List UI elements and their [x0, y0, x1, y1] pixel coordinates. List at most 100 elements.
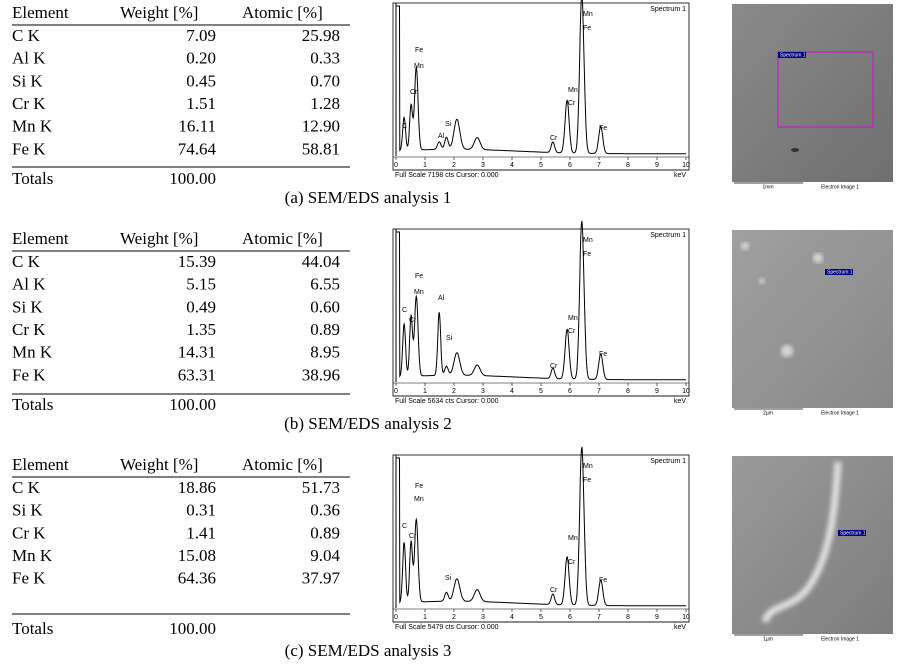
scale-label: 1mm [762, 184, 773, 190]
image-label: Spectrum 1 [840, 530, 866, 536]
table-header: Atomic [%] [242, 229, 323, 248]
x-tick-label: 10 [682, 388, 690, 395]
table-cell: 12.90 [302, 117, 340, 136]
peak-label: Fe [415, 483, 423, 490]
table-cell: 1.35 [186, 320, 216, 339]
table-header: Element [12, 455, 69, 474]
peak-label: Al [438, 295, 445, 302]
x-tick-label: 7 [597, 162, 601, 169]
sem-image [732, 4, 893, 182]
spectrum-unit: keV [674, 624, 686, 631]
image-label-box [825, 269, 853, 275]
x-tick-label: 9 [655, 614, 659, 621]
table-cell: 63.31 [178, 365, 216, 384]
analysis-area [777, 51, 874, 128]
table-cell: 0.89 [310, 320, 340, 339]
table-totals: 100.00 [169, 619, 216, 638]
panel: Element Weight [%] Atomic [%] C K 15.39 44.04… [12, 220, 893, 433]
peak-label: Fe [583, 477, 591, 484]
table-cell: C K [12, 478, 41, 497]
spectrum-unit: keV [674, 398, 686, 405]
table-cell: 14.31 [178, 343, 216, 362]
x-tick-label: 3 [481, 614, 485, 621]
table-cell: 8.95 [310, 343, 340, 362]
table-cell: 64.36 [178, 569, 216, 588]
table-cell: 6.55 [310, 275, 340, 294]
table-cell: Fe K [12, 139, 46, 158]
sem-feature [759, 278, 765, 284]
table-totals: 100.00 [169, 395, 216, 414]
spectrum-trace [396, 220, 686, 381]
table-cell: C K [12, 252, 41, 271]
sem-image [732, 230, 893, 408]
spectrum-footer: Full Scale 5634 cts Cursor: 0.000 [395, 398, 499, 405]
table-cell: 44.04 [302, 252, 341, 271]
table-cell: Mn K [12, 343, 53, 362]
table-cell: 1.28 [310, 94, 340, 113]
x-tick-label: 8 [626, 614, 630, 621]
x-tick-label: 9 [655, 162, 659, 169]
table-cell: 7.09 [186, 26, 216, 45]
spectrum-trace [396, 0, 686, 155]
x-tick-label: 1 [423, 614, 427, 621]
image-caption: Electron Image 1 [821, 184, 859, 190]
table-header: Weight [%] [120, 3, 198, 22]
x-tick-label: 5 [539, 614, 543, 621]
spectrum-title: Spectrum 1 [650, 458, 686, 465]
table-cell: 0.70 [310, 71, 340, 90]
peak-label: C [402, 123, 407, 130]
table-header: Weight [%] [120, 455, 198, 474]
table-totals: 100.00 [169, 169, 216, 188]
sem-feature [741, 242, 749, 250]
table-cell: 0.49 [186, 297, 216, 316]
scale-label: 2µm [763, 410, 773, 416]
spectrum-unit: keV [674, 172, 686, 179]
table-cell: 1.51 [186, 94, 216, 113]
sem-feature [813, 253, 823, 263]
peak-label: Fe [415, 273, 423, 280]
x-tick-label: 4 [510, 162, 514, 169]
x-tick-label: 9 [655, 388, 659, 395]
table-cell: 58.81 [302, 139, 340, 158]
table-header: Atomic [%] [242, 455, 323, 474]
peak-label: Fe [415, 47, 423, 54]
spectrum-title: Spectrum 1 [650, 6, 686, 13]
caption: (a) SEM/EDS analysis 1 [285, 188, 452, 207]
peak-label: C [402, 307, 407, 314]
table-header: Atomic [%] [242, 3, 323, 22]
peak-label: Mn [583, 237, 593, 244]
x-tick-label: 7 [597, 614, 601, 621]
x-tick-label: 6 [568, 388, 572, 395]
peak-label: Fe [583, 251, 591, 258]
x-tick-label: 2 [452, 614, 456, 621]
x-tick-label: 5 [539, 162, 543, 169]
peak-label: Fe [599, 577, 607, 584]
table-cell: Fe K [12, 569, 46, 588]
peak-label: Cr [568, 100, 576, 107]
image-label-box [838, 530, 866, 536]
table-cell: 0.45 [186, 71, 216, 90]
peak-label: Mn [583, 11, 593, 18]
table-cell: 0.36 [310, 501, 340, 520]
table-cell: Si K [12, 71, 43, 90]
panel: Element Weight [%] Atomic [%] C K 7.09 25.98 A… [12, 0, 893, 207]
image-label: Spectrum 1 [780, 52, 806, 58]
table-cell: Mn K [12, 546, 53, 565]
table-cell: 0.20 [186, 49, 216, 68]
spectrum-frame [392, 228, 690, 397]
table-cell: Al K [12, 275, 46, 294]
x-tick-label: 2 [452, 162, 456, 169]
peak-label: Mn [568, 535, 578, 542]
peak-label: Cr [410, 89, 418, 96]
x-tick-label: 0 [394, 388, 398, 395]
peak-label: Mn [414, 289, 424, 296]
x-tick-label: 4 [510, 388, 514, 395]
x-tick-label: 10 [682, 162, 690, 169]
x-tick-label: 6 [568, 614, 572, 621]
sem-feature [781, 345, 793, 357]
peak-label: Cr [568, 559, 576, 566]
table-cell: Fe K [12, 365, 46, 384]
peak-label: Si [445, 575, 452, 582]
table-cell: 5.15 [186, 275, 216, 294]
table-cell: 0.31 [186, 501, 216, 520]
